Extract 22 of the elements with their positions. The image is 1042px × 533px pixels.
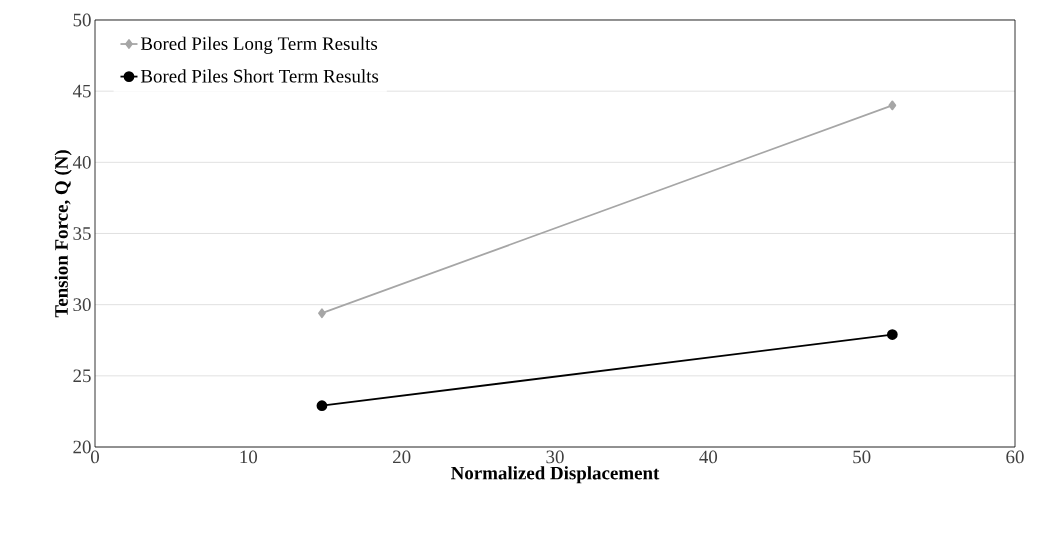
y-tick-label: 30 [73, 298, 91, 312]
y-tick-label: 35 [73, 227, 91, 240]
x-tick-label: 0 [90, 450, 99, 464]
point [886, 329, 898, 340]
y-tick-label: 25 [73, 369, 91, 383]
x-tick-label: 50 [853, 450, 871, 464]
point [316, 400, 328, 412]
y-tick-label: 40 [72, 155, 91, 169]
point [318, 308, 326, 319]
y-tick-label: 45 [72, 84, 91, 98]
legend-label: Bored Piles Long Term Results [140, 36, 378, 54]
x-tick-label: 40 [699, 450, 718, 464]
x-tick-label: 20 [393, 450, 411, 464]
y-tick-label: 50 [73, 13, 91, 27]
x-tick-label: 60 [1006, 450, 1024, 464]
x-tick-label: 10 [240, 450, 258, 464]
y-axis-title: Tension Force, Q (N) [54, 150, 72, 318]
x-tick-label: 30 [546, 450, 564, 464]
x-axis-title: Normalized Displacement [451, 466, 660, 484]
point [888, 100, 897, 111]
legend-label: Bored Piles Short Term Results [140, 69, 379, 83]
y-tick-label: 20 [73, 440, 91, 454]
